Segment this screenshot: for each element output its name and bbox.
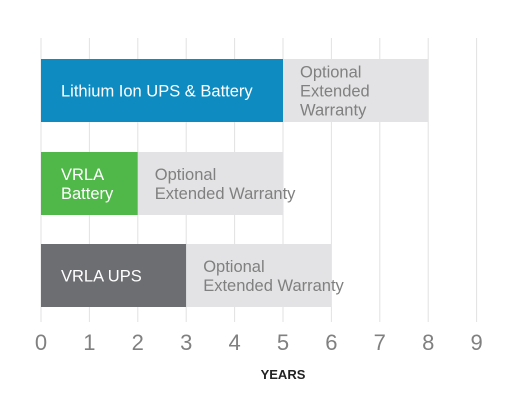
segment-label-line: Battery bbox=[61, 185, 114, 203]
x-tick-label: 4 bbox=[228, 330, 240, 355]
x-tick-label: 9 bbox=[470, 330, 482, 355]
segment-label: VRLA Battery bbox=[61, 166, 114, 203]
segment-label: Optional Extended Warranty bbox=[155, 166, 296, 203]
x-tick-label: 6 bbox=[325, 330, 337, 355]
x-axis-ticks: 0 1 2 3 4 5 6 7 8 9 bbox=[35, 330, 483, 355]
segment-label-line: Extended bbox=[300, 82, 370, 100]
segment-label: VRLA UPS bbox=[61, 267, 142, 285]
x-tick-label: 7 bbox=[374, 330, 386, 355]
segment-label-line: Extended Warranty bbox=[155, 185, 296, 203]
segment-label-line: Optional bbox=[203, 258, 264, 276]
x-axis-label: YEARS bbox=[261, 367, 306, 382]
segment-label-line: Lithium Ion UPS & Battery bbox=[61, 82, 253, 100]
x-tick-label: 3 bbox=[180, 330, 192, 355]
segment-label-line: VRLA UPS bbox=[61, 267, 142, 285]
bar-segment bbox=[41, 152, 138, 215]
x-tick-label: 8 bbox=[422, 330, 434, 355]
x-tick-label: 1 bbox=[83, 330, 95, 355]
segment-label: Lithium Ion UPS & Battery bbox=[61, 82, 253, 100]
bar-segment bbox=[41, 59, 283, 122]
segment-label-line: Optional bbox=[300, 63, 361, 81]
x-tick-label: 2 bbox=[132, 330, 144, 355]
x-tick-label: 0 bbox=[35, 330, 47, 355]
bar-segment bbox=[41, 244, 187, 307]
segment-label: Optional Extended Warranty bbox=[300, 63, 370, 119]
warranty-segment bbox=[186, 244, 332, 307]
segment-label-line: VRLA bbox=[61, 166, 104, 184]
segment-label-line: Extended Warranty bbox=[203, 277, 344, 295]
segment-label-line: Optional bbox=[155, 166, 216, 184]
segment-label-line: Warranty bbox=[300, 101, 367, 119]
segment-label: Optional Extended Warranty bbox=[203, 258, 344, 295]
warranty-segment bbox=[137, 152, 283, 215]
warranty-segment bbox=[283, 59, 429, 122]
x-tick-label: 5 bbox=[277, 330, 289, 355]
